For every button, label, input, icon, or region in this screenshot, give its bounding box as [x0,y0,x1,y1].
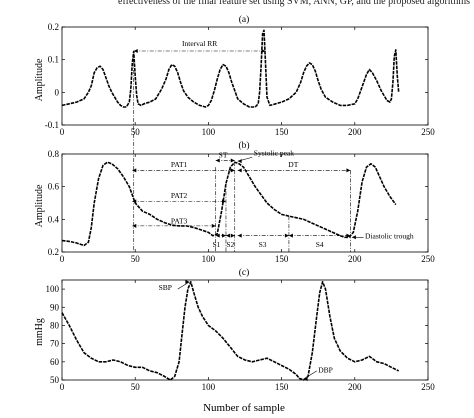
s2-label: S2 [226,240,234,249]
x-tick-label: 50 [131,254,141,264]
x-tick-label: 0 [60,254,65,264]
panel-a-frame [61,26,429,126]
pat1-arrow-head-right [230,168,235,173]
s4-arrow-head-left [288,233,293,238]
x-tick-label: 200 [348,127,362,137]
st-arrow-head-left [215,158,220,163]
x-tick-label: 200 [348,382,362,392]
y-tick-label: 0.2 [48,247,59,257]
x-tick-label: 150 [275,127,289,137]
y-tick-label: 100 [46,284,60,294]
systolic-peak-label: Systolic peak [254,149,294,158]
s4-arrow-head-right [346,233,351,238]
s1-label: S1 [212,240,220,249]
s3-arrow-head-right [284,233,289,238]
panel-a: 0 50 100 150 200 250-0.100.10.2 [45,22,436,137]
x-tick-label: 200 [348,254,362,264]
y-tick-label: 0 [55,87,60,97]
systolic-peak-head [237,159,242,164]
s1-arrow-head-left [215,233,220,238]
panel-b-series-line [61,161,397,247]
x-tick-label: 50 [131,382,141,392]
diastolic-trough-label: Diastolic trough [365,231,414,240]
x-tick-label: 0 [60,127,65,137]
s2-arrow-head-left [225,233,230,238]
pat3-arrow-head-right [211,223,216,228]
panel-c-series-line [61,281,400,381]
y-tick-label: 0.8 [48,149,60,159]
sbp-pointer [177,281,190,290]
dt-arrow-head-right [346,168,351,173]
dt-arrow-head-left [237,168,242,173]
x-axis-label: Number of sample [203,402,285,414]
y-tick-label: 0.2 [48,22,59,32]
s2-arrow-head-right [230,233,235,238]
pat3-label: PAT3 [171,216,188,225]
x-tick-label: 0 [60,382,65,392]
s3-arrow-head-left [237,233,242,238]
pat3-arrow-head-left [132,223,137,228]
y-tick-label: -0.1 [45,120,59,130]
panel-b-ylabel: Amplitude [34,184,45,227]
panel-b: 0 50 100 150 200 250 0.2 0.4 0.6 0.8 [48,149,436,264]
x-tick-label: 150 [275,382,289,392]
y-tick-label: 70 [50,339,60,349]
pat1-label: PAT1 [171,160,188,169]
interval-rr-arrow-head-left [133,49,138,53]
x-tick-label: 50 [131,127,141,137]
x-tick-label: 250 [421,254,435,264]
caption-header-text: effectiveness of the final feature set u… [118,0,470,7]
dt-label: DT [288,160,298,169]
panel-a-title: (a) [239,14,250,25]
y-tick-label: 0.6 [48,182,60,192]
pat2-label: PAT2 [171,191,188,200]
s3-label: S3 [259,240,267,249]
sbp-head [185,279,190,284]
diastolic-trough-head [351,235,356,240]
pat1-arrow-head-left [132,168,137,173]
y-tick-label: 60 [50,357,60,367]
st-arrow-head-right [230,158,235,163]
x-tick-label: 100 [202,254,216,264]
x-tick-label: 250 [421,382,435,392]
y-tick-label: 80 [50,320,60,330]
pat2-arrow-head-left [132,199,137,204]
y-tick-label: 0.4 [48,214,60,224]
panel-a-ylabel: Amplitude [34,58,45,101]
dbp-pointer [303,370,317,380]
x-tick-label: 150 [275,254,289,264]
y-tick-label: 50 [50,375,60,385]
panel-c-title: (c) [239,267,250,278]
panel-c-frame [61,279,429,381]
panel-b-frame [61,153,429,253]
interval-rr-label: Interval RR [182,39,217,48]
s4-label: S4 [316,240,324,249]
panel-b-title: (b) [238,140,249,151]
dbp-label: DBP [318,366,333,375]
interval-rr-arrow-head-right [261,49,266,53]
st-label: ST [219,150,228,159]
s1-arrow-head-right [221,233,226,238]
x-tick-label: 250 [421,127,435,137]
panel-a-series-line [61,29,400,108]
pat2-arrow-head-right [221,199,226,204]
sbp-label: SBP [159,283,172,292]
x-tick-label: 100 [202,127,216,137]
panel-c-ylabel: mmHg [34,318,45,346]
x-tick-label: 100 [202,382,216,392]
y-tick-label: 0.1 [48,55,59,65]
dbp-head [303,377,308,382]
y-tick-label: 90 [50,302,60,312]
